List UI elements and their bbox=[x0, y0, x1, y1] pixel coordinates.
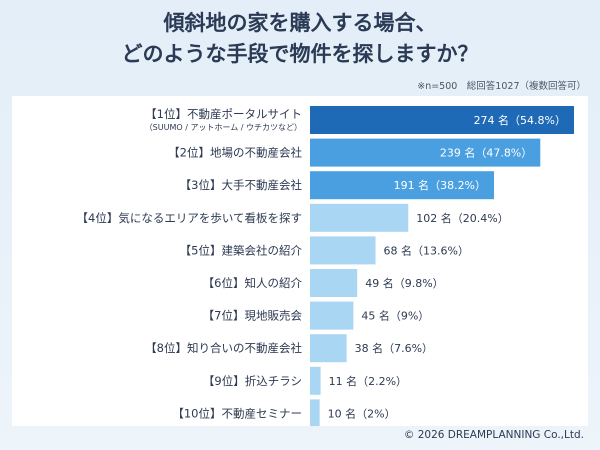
category-label-5: 【5位】建築会社の紹介 bbox=[180, 243, 303, 257]
bar-4 bbox=[310, 203, 409, 232]
value-label-9: 11 名（2.2%） bbox=[329, 374, 407, 388]
chart-panel: 【1位】不動産ポータルサイト （SUUMO / アットホーム / ウチカツなど） 2… bbox=[12, 96, 588, 426]
value-label-6: 49 名（9.8%） bbox=[365, 276, 443, 290]
bar-6 bbox=[310, 269, 358, 297]
category-label-9: 【9位】折込チラシ bbox=[203, 374, 302, 388]
value-label-4: 102 名（20.4%） bbox=[416, 211, 508, 225]
category-label-2: 【2位】地場の不動産会社 bbox=[168, 146, 302, 160]
bar-2 bbox=[310, 138, 541, 167]
value-label-2: 239 名（47.8%） bbox=[440, 146, 532, 160]
bar-9 bbox=[310, 366, 321, 395]
value-label-1: 274 名（54.8%） bbox=[474, 113, 566, 127]
category-label-10: 【10位】不動産セミナー bbox=[172, 406, 302, 420]
category-label-8: 【8位】知り合いの不動産会社 bbox=[145, 341, 302, 355]
value-label-5: 68 名（13.6%） bbox=[384, 243, 469, 257]
sample-note: ※n=500 総回答1027（複数回答可） bbox=[417, 81, 586, 92]
category-label-6: 【6位】知人の紹介 bbox=[203, 276, 303, 290]
bar-1 bbox=[310, 106, 574, 134]
category-sublabel-1: （SUUMO / アットホーム / ウチカツなど） bbox=[145, 123, 302, 132]
category-label-7: 【7位】現地販売会 bbox=[203, 309, 303, 323]
bar-7 bbox=[310, 301, 354, 330]
bar-3 bbox=[310, 171, 495, 200]
value-label-8: 38 名（7.6%） bbox=[355, 341, 433, 355]
category-label-4: 【4位】気になるエリアを歩いて看板を探す bbox=[77, 211, 302, 225]
value-label-10: 10 名（2%） bbox=[328, 406, 396, 420]
title-line-1: 傾斜地の家を購入する場合、 bbox=[163, 11, 437, 35]
value-label-3: 191 名（38.2%） bbox=[394, 178, 486, 192]
bar-chart: 【1位】不動産ポータルサイト （SUUMO / アットホーム / ウチカツなど） 2… bbox=[77, 106, 574, 426]
value-label-7: 45 名（9%） bbox=[361, 309, 429, 323]
category-label-1: 【1位】不動産ポータルサイト bbox=[145, 107, 302, 121]
bar-5 bbox=[310, 236, 376, 265]
bar-8 bbox=[310, 334, 347, 363]
bar-10 bbox=[310, 399, 320, 426]
copyright: © 2026 DREAMPLANNING Co.,Ltd. bbox=[403, 429, 584, 441]
title-line-2: どのような手段で物件を探しますか？ bbox=[121, 42, 479, 66]
chart-title: 傾斜地の家を購入する場合、 どのような手段で物件を探しますか？ bbox=[0, 8, 600, 70]
category-label-3: 【3位】大手不動産会社 bbox=[180, 178, 303, 192]
